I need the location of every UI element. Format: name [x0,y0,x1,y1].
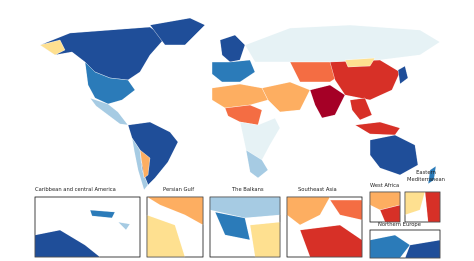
scandinavia [219,34,246,63]
inset-label: Southeast Asia [298,187,337,193]
north-africa [211,83,269,109]
argentina [139,149,151,179]
southeast-asia [349,97,373,121]
inset-frame [209,196,281,258]
inset-region [249,221,281,258]
mexico [89,97,129,126]
central-africa [239,117,281,166]
indonesia [354,121,401,136]
europe [211,59,256,83]
inset-label: Eastern Mediterranean [407,170,445,183]
canada [39,26,166,81]
inset-label: Northern Europe [378,222,421,228]
china [329,59,401,101]
world-map [39,17,441,191]
usa [84,61,136,105]
south-africa [245,149,269,179]
inset-frame [369,229,441,259]
inset-label: West Africa [370,183,399,189]
new-zealand [427,165,437,185]
insets: Caribbean and central America Persian Gul… [34,170,445,259]
inset-frame [404,191,441,223]
australia [369,134,419,176]
russia [244,24,441,63]
middle-east [261,81,311,113]
inset-label: Caribbean and central America [35,187,116,193]
mongolia [344,57,376,68]
inset-region [117,221,131,231]
inset-frame [146,196,204,258]
inset-region [89,209,116,219]
west-africa [224,104,263,126]
alaska [39,39,66,56]
inset-label: Persian Gulf [163,187,194,193]
inset-region [214,211,251,241]
japan [397,65,409,85]
inset-label: The Balkans [231,187,264,193]
inset-frame [34,196,141,258]
india [309,84,346,119]
inset-frame [369,191,401,223]
inset-frame [286,196,363,258]
greenland [149,17,206,46]
